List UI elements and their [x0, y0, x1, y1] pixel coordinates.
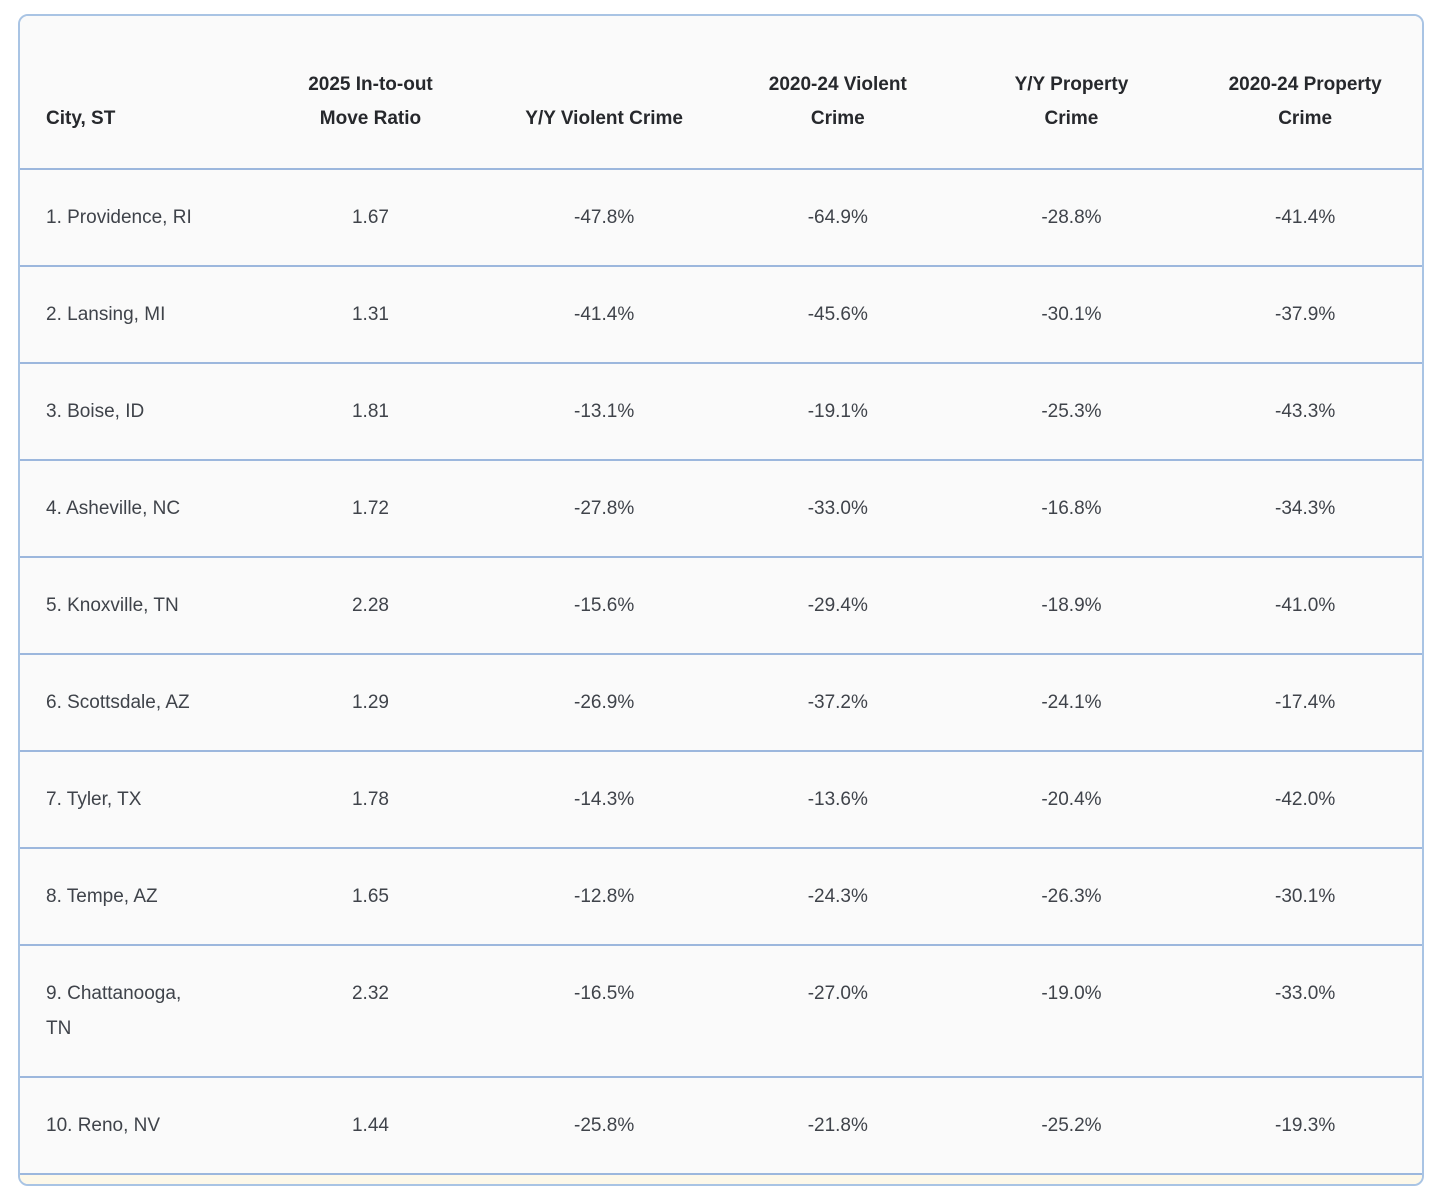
column-header-property-crime-2020-24: 2020-24 Property Crime: [1188, 16, 1422, 169]
city-cell: 4. Asheville, NC: [46, 498, 181, 519]
table-row: 10. Reno, NV 1.44 -25.8% -21.8% -25.2% -19.3%: [20, 1077, 1422, 1174]
table-row: 9. Chattanooga, TN 2.32 -16.5% -27.0% -19.0%…: [20, 945, 1422, 1077]
city-cell: 5. Knoxville, TN: [46, 595, 179, 616]
yy-property-crime-cell: -28.8%: [1041, 207, 1102, 228]
move-ratio-cell: 2.32: [351, 983, 389, 1004]
partial-table-row: [20, 1174, 1422, 1184]
header-row: City, ST 2025 In-to-out Move Ratio Y/Y V…: [20, 16, 1422, 169]
table-row: 7. Tyler, TX 1.78 -14.3% -13.6% -20.4% -42.0%: [20, 751, 1422, 848]
yy-violent-crime-cell: -26.9%: [574, 692, 635, 713]
move-ratio-cell: 2.28: [351, 595, 389, 616]
property-crime-2020-24-cell: -42.0%: [1275, 789, 1336, 810]
table-row: 1. Providence, RI 1.67 -47.8% -64.9% -28.8% -…: [20, 169, 1422, 266]
property-crime-2020-24-cell: -34.3%: [1275, 498, 1336, 519]
table-body: 1. Providence, RI 1.67 -47.8% -64.9% -28.8% -…: [20, 169, 1422, 1184]
move-ratio-cell: 1.81: [351, 401, 389, 422]
city-cell: 2. Lansing, MI: [46, 304, 166, 325]
yy-violent-crime-cell: -16.5%: [574, 983, 635, 1004]
move-ratio-cell: 1.78: [351, 789, 389, 810]
column-header-violent-crime-2020-24: 2020-24 Violent Crime: [720, 16, 955, 169]
table-header: City, ST 2025 In-to-out Move Ratio Y/Y V…: [20, 16, 1422, 169]
yy-property-crime-cell: -16.8%: [1041, 498, 1102, 519]
violent-crime-2020-24-cell: -45.6%: [807, 304, 868, 325]
violent-crime-2020-24-cell: -29.4%: [807, 595, 868, 616]
property-crime-2020-24-cell: -43.3%: [1275, 401, 1336, 422]
yy-property-crime-cell: -26.3%: [1041, 886, 1102, 907]
table-row: 4. Asheville, NC 1.72 -27.8% -33.0% -16.8% -3…: [20, 460, 1422, 557]
table-row: 2. Lansing, MI 1.31 -41.4% -45.6% -30.1% -37.…: [20, 266, 1422, 363]
yy-property-crime-cell: -25.3%: [1041, 401, 1102, 422]
table-row: 3. Boise, ID 1.81 -13.1% -19.1% -25.3% -43.3%: [20, 363, 1422, 460]
column-header-city: City, ST: [20, 16, 254, 169]
violent-crime-2020-24-cell: -27.0%: [807, 983, 868, 1004]
city-cell: 7. Tyler, TX: [46, 789, 142, 810]
column-header-yy-violent-crime-label: Y/Y Violent Crime: [525, 108, 683, 129]
column-header-yy-property-crime: Y/Y Property Crime: [954, 16, 1189, 169]
column-header-city-label: City, ST: [46, 108, 116, 129]
violent-crime-2020-24-cell: -33.0%: [807, 498, 868, 519]
column-header-yy-property-crime-label: Y/Y Property Crime: [1014, 74, 1129, 129]
column-header-move-ratio-label: 2025 In-to-out Move Ratio: [308, 74, 433, 129]
city-cell: 1. Providence, RI: [46, 207, 192, 228]
yy-violent-crime-cell: -27.8%: [574, 498, 635, 519]
violent-crime-2020-24-cell: -37.2%: [807, 692, 868, 713]
column-header-move-ratio: 2025 In-to-out Move Ratio: [253, 16, 488, 169]
violent-crime-2020-24-cell: -21.8%: [807, 1115, 868, 1136]
violent-crime-2020-24-cell: -19.1%: [807, 401, 868, 422]
violent-crime-2020-24-cell: -24.3%: [807, 886, 868, 907]
yy-violent-crime-cell: -47.8%: [574, 207, 635, 228]
yy-violent-crime-cell: -41.4%: [574, 304, 635, 325]
crime-stats-table: City, ST 2025 In-to-out Move Ratio Y/Y V…: [20, 16, 1422, 1184]
property-crime-2020-24-cell: -30.1%: [1275, 886, 1336, 907]
column-header-yy-violent-crime: Y/Y Violent Crime: [487, 16, 721, 169]
table-row: 5. Knoxville, TN 2.28 -15.6% -29.4% -18.9% -4…: [20, 557, 1422, 654]
table-row: 6. Scottsdale, AZ 1.29 -26.9% -37.2% -24.1% -…: [20, 654, 1422, 751]
property-crime-2020-24-cell: -41.4%: [1275, 207, 1336, 228]
move-ratio-cell: 1.31: [351, 304, 389, 325]
yy-property-crime-cell: -25.2%: [1041, 1115, 1102, 1136]
table-row: 8. Tempe, AZ 1.65 -12.8% -24.3% -26.3% -30.1%: [20, 848, 1422, 945]
city-cell: 8. Tempe, AZ: [46, 886, 158, 907]
yy-violent-crime-cell: -15.6%: [574, 595, 635, 616]
yy-property-crime-cell: -18.9%: [1041, 595, 1102, 616]
column-header-property-crime-2020-24-label: 2020-24 Property Crime: [1228, 74, 1382, 129]
yy-violent-crime-cell: -12.8%: [574, 886, 635, 907]
property-crime-2020-24-cell: -41.0%: [1275, 595, 1336, 616]
property-crime-2020-24-cell: -17.4%: [1275, 692, 1336, 713]
yy-property-crime-cell: -30.1%: [1041, 304, 1102, 325]
city-cell: 9. Chattanooga, TN: [46, 983, 182, 1039]
city-cell: 10. Reno, NV: [46, 1115, 161, 1136]
yy-violent-crime-cell: -14.3%: [574, 789, 635, 810]
yy-violent-crime-cell: -13.1%: [574, 401, 635, 422]
yy-property-crime-cell: -19.0%: [1041, 983, 1102, 1004]
city-cell: 3. Boise, ID: [46, 401, 145, 422]
city-cell: 6. Scottsdale, AZ: [46, 692, 190, 713]
property-crime-2020-24-cell: -19.3%: [1275, 1115, 1336, 1136]
yy-property-crime-cell: -24.1%: [1041, 692, 1102, 713]
column-header-violent-crime-2020-24-label: 2020-24 Violent Crime: [768, 74, 907, 129]
move-ratio-cell: 1.29: [351, 692, 389, 713]
yy-violent-crime-cell: -25.8%: [574, 1115, 635, 1136]
property-crime-2020-24-cell: -33.0%: [1275, 983, 1336, 1004]
violent-crime-2020-24-cell: -64.9%: [807, 207, 868, 228]
move-ratio-cell: 1.72: [351, 498, 389, 519]
violent-crime-2020-24-cell: -13.6%: [807, 789, 868, 810]
partial-row-cell: [20, 1174, 1422, 1184]
move-ratio-cell: 1.67: [351, 207, 389, 228]
move-ratio-cell: 1.44: [351, 1115, 389, 1136]
yy-property-crime-cell: -20.4%: [1041, 789, 1102, 810]
move-ratio-cell: 1.65: [351, 886, 389, 907]
property-crime-2020-24-cell: -37.9%: [1275, 304, 1336, 325]
crime-stats-table-card: City, ST 2025 In-to-out Move Ratio Y/Y V…: [18, 14, 1424, 1186]
